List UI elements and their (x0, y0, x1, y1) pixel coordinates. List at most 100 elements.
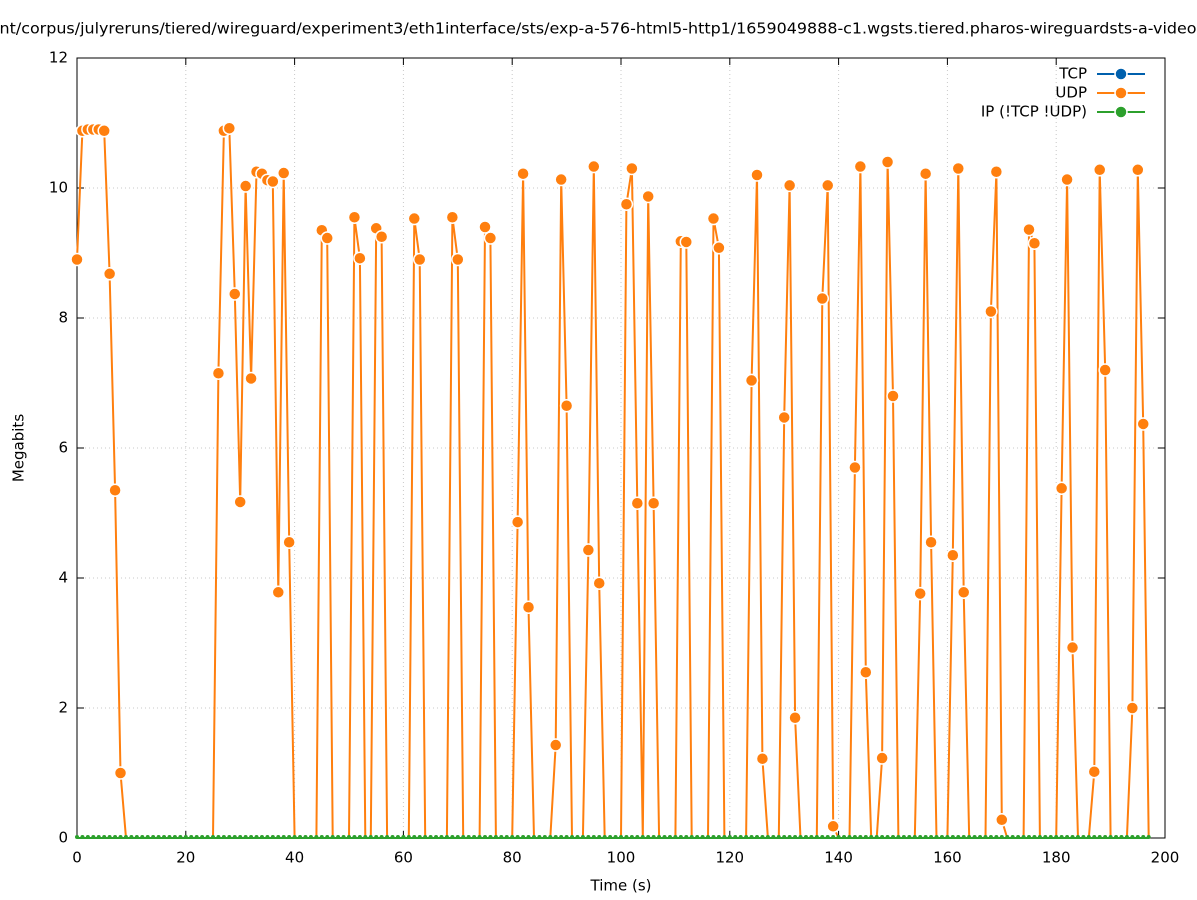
point (336, 835, 341, 839)
point (287, 835, 292, 839)
point (353, 251, 367, 265)
point (814, 835, 819, 839)
point (97, 124, 111, 138)
point (848, 460, 862, 475)
point (782, 835, 787, 839)
point (542, 835, 547, 839)
point (412, 835, 417, 839)
point (102, 267, 117, 281)
point (886, 389, 900, 403)
point (548, 835, 553, 839)
point (1086, 835, 1091, 839)
point (564, 835, 569, 839)
point (379, 835, 384, 839)
point (417, 835, 422, 839)
point (641, 189, 655, 204)
point (510, 515, 525, 529)
x-tick-label: 160 (933, 849, 962, 867)
point (357, 835, 362, 839)
point (575, 835, 580, 839)
x-tick-label: 180 (1042, 849, 1071, 867)
point (444, 835, 449, 839)
y-tick-label: 12 (49, 49, 68, 67)
point (123, 835, 128, 839)
point (684, 835, 689, 839)
point (820, 178, 835, 193)
point (1075, 835, 1080, 839)
point (918, 166, 933, 181)
legend-marker (1114, 105, 1128, 119)
point (961, 835, 966, 839)
point (189, 835, 194, 839)
point (521, 835, 526, 839)
y-tick-label: 8 (58, 309, 68, 327)
point (803, 835, 808, 839)
point (945, 835, 950, 839)
point (221, 835, 226, 839)
point (765, 835, 770, 839)
point (755, 835, 759, 839)
point (950, 835, 955, 839)
point (1060, 172, 1074, 187)
point (483, 835, 487, 839)
point (308, 835, 313, 839)
point (853, 159, 868, 174)
point (874, 835, 879, 839)
point (244, 371, 258, 386)
point (788, 711, 802, 725)
point (939, 835, 944, 839)
point (281, 835, 286, 839)
point (1124, 835, 1129, 839)
point (70, 252, 84, 267)
point (581, 543, 596, 557)
point (646, 496, 661, 510)
point (298, 835, 303, 839)
point (842, 835, 847, 839)
point (787, 835, 792, 839)
point (227, 835, 232, 839)
point (1054, 835, 1059, 839)
point (91, 835, 96, 839)
point (885, 835, 890, 839)
chart-title: nt/corpus/julyreruns/tiered/wireguard/ex… (0, 20, 1197, 38)
point (592, 576, 606, 590)
point (238, 835, 243, 839)
point (858, 835, 863, 839)
x-tick-label: 80 (503, 849, 522, 867)
point (924, 535, 938, 549)
point (700, 835, 705, 839)
point (983, 835, 988, 839)
point (1092, 835, 1097, 839)
point (733, 835, 738, 839)
point (995, 813, 1009, 827)
point (554, 172, 568, 187)
point (1114, 835, 1119, 839)
point (303, 835, 308, 839)
point (776, 835, 781, 839)
point (85, 835, 90, 839)
y-tick-label: 6 (58, 439, 68, 457)
point (880, 155, 895, 169)
point (613, 835, 618, 839)
point (809, 835, 814, 839)
point (451, 252, 465, 267)
point (619, 197, 634, 211)
point (477, 835, 482, 839)
point (624, 835, 629, 839)
point (118, 835, 123, 839)
point (1119, 835, 1124, 839)
point (108, 483, 122, 497)
point (1125, 701, 1140, 715)
point (450, 835, 455, 839)
point (1108, 835, 1113, 839)
point (667, 835, 672, 839)
legend-marker (1114, 67, 1128, 81)
point (162, 835, 167, 839)
point (140, 835, 145, 839)
point (113, 835, 118, 839)
point (706, 211, 721, 226)
y-tick-label: 10 (49, 179, 68, 197)
point (314, 835, 319, 839)
point (276, 166, 291, 180)
